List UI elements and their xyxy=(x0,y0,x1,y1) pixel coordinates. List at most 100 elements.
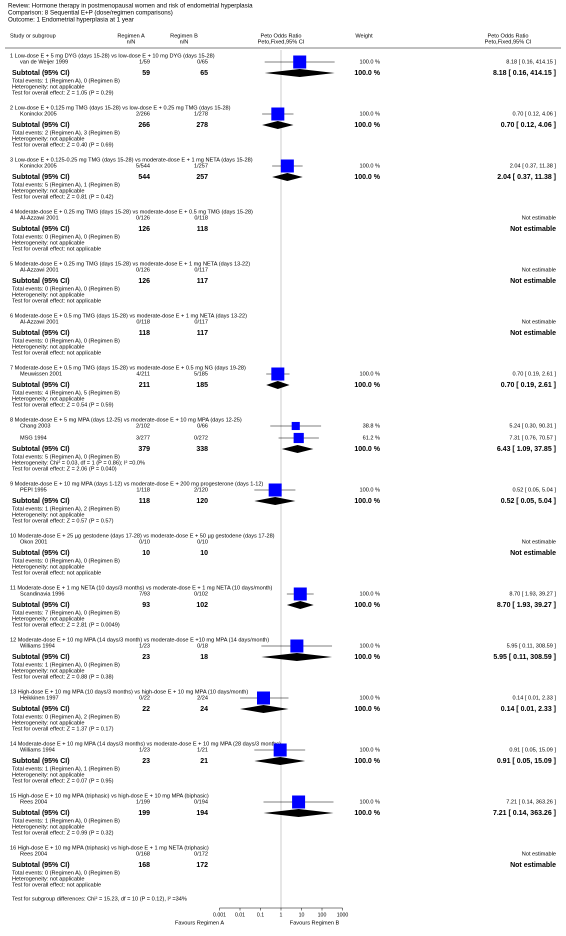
total-b: 21 xyxy=(200,758,208,765)
events-b: 0/194 xyxy=(194,799,208,805)
study-name: Koninckx 2005 xyxy=(20,111,57,117)
study-name: MSG 1994 xyxy=(20,435,47,441)
subtotal-effect: Not estimable xyxy=(510,550,556,557)
subgroup-title: 5 Moderate-dose E + 0.25 mg TMG (days 15… xyxy=(10,261,250,267)
total-b: 194 xyxy=(196,810,208,817)
total-b: 118 xyxy=(197,226,208,233)
total-events: Total events: 1 (Regimen A), 0 (Regimen … xyxy=(12,78,120,84)
column-header: Peto,Fixed,95% CI xyxy=(258,39,305,45)
overall-effect: Test for overall effect: Z = 0.81 (P = 0… xyxy=(12,194,114,200)
overall-effect: Test for overall effect: Z = 0.54 (P = 0… xyxy=(12,402,114,408)
heterogeneity: Heterogeneity: not applicable xyxy=(12,396,84,402)
overall-effect: Test for overall effect: Z = 1.05 (P = 0… xyxy=(12,90,114,96)
subtotal-effect: 2.04 [ 0.37, 11.38 ] xyxy=(497,174,556,181)
study-name: Koninckx 2005 xyxy=(20,163,57,169)
subtotal-weight: 100.0 % xyxy=(354,446,380,453)
total-events: Total events: 2 (Regimen A), 3 (Regimen … xyxy=(12,130,120,136)
column-header: Study or subgroup xyxy=(10,33,56,39)
subgroup-title: 6 Moderate-dose E + 0.5 mg TMG (days 15-… xyxy=(10,313,247,319)
x-tick-label: 1 xyxy=(280,912,283,918)
total-events: Total events: 1 (Regimen A), 2 (Regimen … xyxy=(12,506,120,512)
subtotal-diamond xyxy=(240,705,289,713)
events-a: 0/118 xyxy=(136,319,150,325)
subgroup-title: 14 Moderate-dose E + 10 mg MPA (14 days/… xyxy=(10,741,281,747)
events-b: 0/117 xyxy=(194,319,208,325)
events-a: 7/93 xyxy=(139,591,150,597)
total-b: 18 xyxy=(200,654,208,661)
subtotal-label: Subtotal (95% CI) xyxy=(12,226,70,233)
total-events: Total events: 1 (Regimen A), 0 (Regimen … xyxy=(12,818,120,824)
effect: Not estimable xyxy=(522,215,556,221)
total-a: 168 xyxy=(138,862,150,869)
axis-label-right: Favours Regimen B xyxy=(290,920,340,926)
subtotal-label: Subtotal (95% CI) xyxy=(12,810,70,817)
events-b: 2/120 xyxy=(194,487,208,493)
heterogeneity: Heterogeneity: not applicable xyxy=(12,512,84,518)
study-name: Scandinavia 1996 xyxy=(20,591,64,597)
subgroup-title: 16 High-dose E + 10 mg MPA (triphasic) v… xyxy=(10,845,209,851)
total-a: 126 xyxy=(138,278,150,285)
x-tick-label: 0.001 xyxy=(213,912,226,918)
effect: 5.95 [ 0.11, 308.59 ] xyxy=(507,643,557,649)
subtotal-effect: Not estimable xyxy=(510,226,556,233)
subtotal-diamond xyxy=(254,497,296,505)
effect: 0.70 [ 0.12, 4.06 ] xyxy=(512,111,556,117)
subtotal-label: Subtotal (95% CI) xyxy=(12,550,70,557)
events-b: 0/10 xyxy=(197,539,208,545)
effect: 2.04 [ 0.37, 11.38 ] xyxy=(510,163,557,169)
total-b: 172 xyxy=(196,862,208,869)
subgroup-title: 7 Moderate-dose E + 0.5 mg TMG (days 15-… xyxy=(10,365,246,371)
subtotal-diamond xyxy=(272,173,303,181)
study-name: Rees 2004 xyxy=(20,799,47,805)
weight: 100.0 % xyxy=(359,591,380,597)
total-a: 93 xyxy=(142,602,150,609)
total-events: Total events: 5 (Regimen A), 0 (Regimen … xyxy=(12,454,120,460)
subtotal-weight: 100.0 % xyxy=(354,810,380,817)
events-a: 1/59 xyxy=(139,59,150,65)
events-b: 0/117 xyxy=(194,267,208,273)
effect: 8.18 [ 0.16, 414.15 ] xyxy=(506,59,556,65)
events-a: 0/168 xyxy=(136,851,150,857)
axis-label-left: Favours Regimen A xyxy=(175,920,224,926)
subtotal-weight: 100.0 % xyxy=(354,706,380,713)
overall-effect: Test for overall effect: Z = 0.40 (P = 0… xyxy=(12,142,114,148)
effect: 0.52 [ 0.05, 5.04 ] xyxy=(512,487,556,493)
subgroup-differences: Test for subgroup differences: Chi² = 15… xyxy=(12,896,187,902)
overall-effect: Test for overall effect: Z = 0.57 (P = 0… xyxy=(12,518,114,524)
total-events: Total events: 0 (Regimen A), 0 (Regimen … xyxy=(12,870,120,876)
weight: 100.0 % xyxy=(359,799,380,805)
subtotal-effect: Not estimable xyxy=(510,278,556,285)
events-b: 0/118 xyxy=(194,215,208,221)
subtotal-diamond xyxy=(264,69,335,77)
study-square xyxy=(293,55,307,69)
weight: 100.0 % xyxy=(359,747,380,753)
x-tick-label: 0.01 xyxy=(235,912,245,918)
events-b: 1/257 xyxy=(194,163,208,169)
column-header: Peto Odds Ratio xyxy=(487,33,528,39)
overall-effect: Test for overall effect: not applicable xyxy=(12,570,101,576)
study-name: van de Weijer 1999 xyxy=(20,59,68,65)
events-b: 5/185 xyxy=(194,371,208,377)
events-a: 0/126 xyxy=(136,215,150,221)
heterogeneity: Heterogeneity: not applicable xyxy=(12,188,84,194)
overall-effect: Test for overall effect: Z = 2.06 (P = 0… xyxy=(12,466,117,472)
total-events: Total events: 1 (Regimen A), 1 (Regimen … xyxy=(12,766,120,772)
study-square xyxy=(271,367,285,381)
effect: 7.31 [ 0.76, 70.57 ] xyxy=(509,435,556,441)
subgroup-title: 10 Moderate-dose E + 25 µg gestodene (da… xyxy=(10,533,275,539)
subtotal-effect: 0.70 [ 0.19, 2.61 ] xyxy=(501,382,556,389)
subtotal-effect: Not estimable xyxy=(510,330,556,337)
total-a: 544 xyxy=(138,174,150,181)
subtotal-effect: 5.95 [ 0.11, 308.59 ] xyxy=(493,654,556,661)
events-a: 1/199 xyxy=(136,799,150,805)
subgroup-title: 3 Low-dose E + 0.125-0.25 mg TMG (days 1… xyxy=(10,157,253,163)
column-header: n/N xyxy=(127,39,136,45)
weight: 100.0 % xyxy=(359,163,380,169)
events-a: 1/23 xyxy=(139,747,150,753)
subtotal-label: Subtotal (95% CI) xyxy=(12,382,70,389)
subtotal-weight: 100.0 % xyxy=(354,70,380,77)
weight: 61.2 % xyxy=(363,435,380,441)
total-b: 278 xyxy=(196,122,208,129)
